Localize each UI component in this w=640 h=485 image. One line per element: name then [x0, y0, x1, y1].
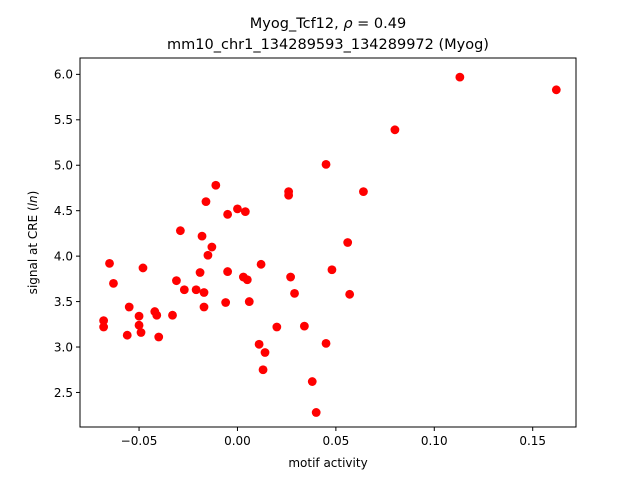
plot-area-frame	[79, 57, 577, 428]
y-tick-label: 2.5	[54, 386, 73, 400]
x-tick-label: 0.00	[224, 434, 251, 448]
chart-title-line1: Myog_Tcf12, ρ = 0.49	[250, 16, 406, 32]
data-point	[254, 339, 264, 349]
y-tick-label: 6.0	[54, 68, 73, 82]
data-point	[152, 310, 162, 320]
data-point	[154, 332, 164, 342]
data-point	[99, 322, 109, 332]
y-tick-label: 4.5	[54, 204, 73, 218]
title-rho-symbol: ρ	[343, 16, 353, 32]
data-point	[179, 285, 189, 295]
data-point	[168, 310, 177, 320]
data-point	[233, 204, 242, 214]
data-point	[390, 125, 400, 135]
data-point	[290, 289, 299, 298]
data-point	[191, 285, 201, 295]
data-point	[136, 328, 146, 337]
data-point	[242, 275, 252, 285]
data-point	[122, 330, 132, 340]
x-tick-label: 0.05	[323, 434, 350, 448]
data-point	[223, 267, 233, 276]
data-point	[175, 226, 185, 236]
data-point	[260, 348, 270, 357]
y-axis-ticks: 2.5 3.0 3.5 4.0 4.5 5.0 5.5 6.0	[54, 68, 80, 400]
data-point	[199, 288, 209, 297]
data-point	[256, 259, 266, 269]
y-axis-label-prefix: signal at CRE (	[26, 206, 40, 294]
data-point	[134, 320, 144, 330]
y-tick-label: 4.0	[54, 249, 73, 263]
data-point	[99, 316, 109, 326]
data-point	[134, 311, 144, 321]
data-point	[199, 302, 209, 312]
x-axis-ticks: −0.05 0.00 0.05 0.10 0.15	[121, 427, 546, 448]
data-point	[201, 197, 211, 207]
data-point	[195, 268, 205, 277]
y-axis-label-suffix: )	[26, 191, 40, 196]
y-tick-label: 5.5	[54, 113, 73, 127]
data-point	[197, 231, 207, 241]
title-prefix: Myog_Tcf12,	[250, 16, 344, 32]
data-point	[272, 322, 282, 332]
data-point	[307, 377, 317, 386]
data-point	[207, 242, 217, 252]
data-point	[311, 408, 321, 417]
data-point	[284, 190, 294, 200]
data-point	[343, 238, 353, 247]
data-point	[359, 187, 368, 197]
x-tick-label: 0.10	[421, 434, 448, 448]
data-point	[455, 72, 465, 82]
y-tick-label: 3.5	[54, 295, 73, 309]
y-axis-label-italic: ln	[26, 195, 40, 206]
data-point	[286, 272, 295, 282]
x-tick-label: 0.15	[519, 434, 546, 448]
chart-title: Myog_Tcf12, ρ = 0.49 mm10_chr1_134289593…	[167, 16, 489, 53]
data-point	[124, 302, 134, 312]
data-point	[109, 279, 118, 288]
data-point	[345, 289, 355, 299]
y-tick-label: 5.0	[54, 159, 73, 173]
data-point	[240, 207, 250, 217]
data-point	[105, 259, 114, 268]
data-point	[138, 263, 148, 273]
data-point	[211, 180, 221, 190]
data-point	[551, 85, 561, 95]
x-tick-label: −0.05	[121, 434, 158, 448]
data-point	[223, 209, 233, 219]
data-points	[99, 72, 561, 417]
x-axis-label: motif activity	[288, 456, 367, 470]
data-point	[172, 276, 181, 286]
chart-title-line2: mm10_chr1_134289593_134289972 (Myog)	[167, 37, 489, 53]
data-point	[321, 338, 331, 348]
data-point	[258, 365, 268, 375]
y-tick-label: 3.0	[54, 340, 73, 354]
data-point	[321, 159, 331, 169]
data-point	[221, 298, 231, 307]
data-point	[203, 250, 213, 260]
data-point	[244, 297, 254, 306]
data-point	[327, 265, 337, 275]
data-point	[299, 321, 309, 331]
y-axis-label: signal at CRE (ln)	[26, 191, 40, 295]
title-rho-value: = 0.49	[353, 16, 407, 32]
